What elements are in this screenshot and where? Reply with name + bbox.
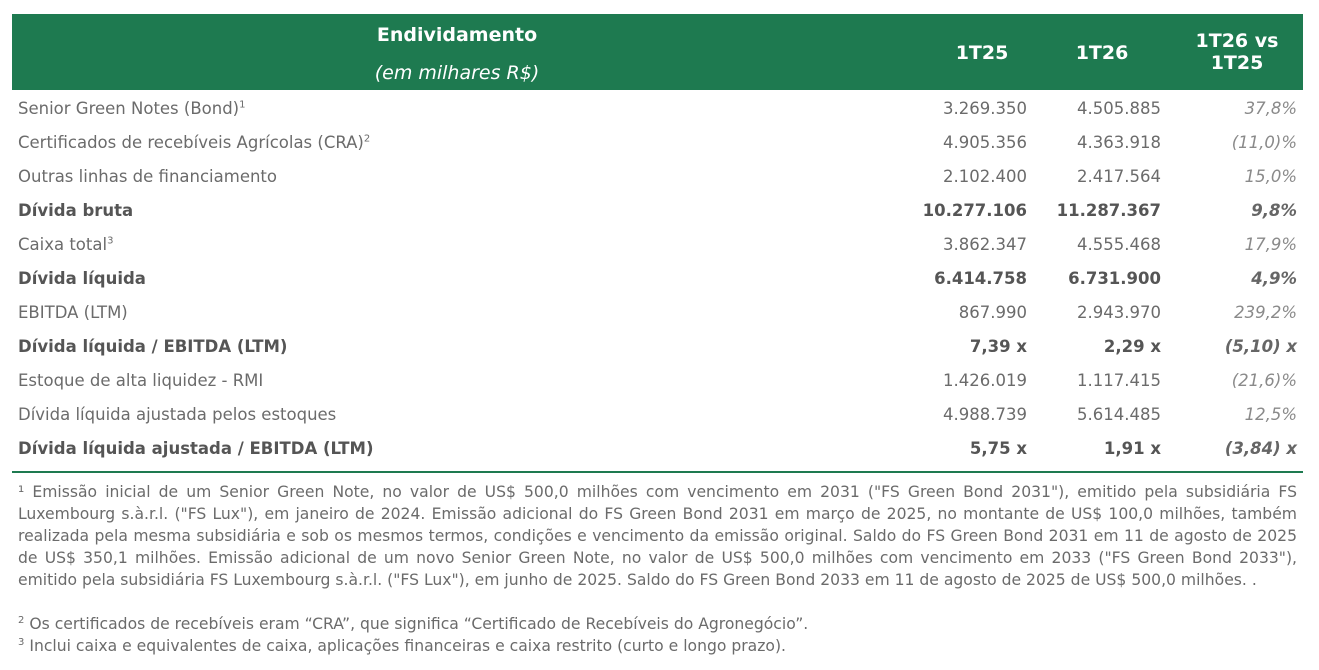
cell: 2.943.970 xyxy=(1077,303,1161,322)
cell: 37,8% xyxy=(1244,99,1297,118)
table-header: Endividamento (em milhares R$) 1T25 1T26… xyxy=(12,14,1303,90)
cell: 15,0% xyxy=(1244,167,1297,186)
row-label-text: Dívida líquida / EBITDA (LTM) xyxy=(18,337,288,356)
row-label-text: Outras linhas de financiamento xyxy=(18,167,277,186)
cell: 4,9% xyxy=(1251,269,1297,288)
footnote-ref: 1 xyxy=(239,99,246,111)
row-label: EBITDA (LTM) xyxy=(18,303,128,322)
column-header: 1T26 xyxy=(1075,42,1129,64)
cell: 4.555.468 xyxy=(1077,235,1161,254)
row-label-text: Caixa total xyxy=(18,235,108,254)
cell: 4.363.918 xyxy=(1077,133,1161,152)
cell: 5.614.485 xyxy=(1077,405,1161,424)
footnote-marker: ¹ xyxy=(18,483,25,501)
cell: (11,0)% xyxy=(1231,133,1297,152)
table-row: Dívida bruta 10.277.106 11.287.367 9,8% xyxy=(12,194,1303,228)
footnote: 3 Inclui caixa e equivalentes de caixa, … xyxy=(18,635,1297,657)
cell: 4.905.356 xyxy=(943,133,1027,152)
column-header: 1T25 xyxy=(955,42,1009,64)
row-label: Dívida bruta xyxy=(18,201,133,220)
row-label-text: EBITDA (LTM) xyxy=(18,303,128,322)
cell: 3.862.347 xyxy=(943,235,1027,254)
table-row: Estoque de alta liquidez - RMI 1.426.019 1… xyxy=(12,364,1303,398)
cell: 2,29 x xyxy=(1103,337,1161,356)
cell: 2.102.400 xyxy=(943,167,1027,186)
row-label: Dívida líquida xyxy=(18,269,146,288)
cell: 12,5% xyxy=(1244,405,1297,424)
subtitle: (em milhares R$) xyxy=(374,62,540,84)
title: Endividamento xyxy=(376,24,538,46)
table-row: Dívida líquida ajustada / EBITDA (LTM) 5,… xyxy=(12,432,1303,466)
row-label-text: Dívida bruta xyxy=(18,201,134,220)
row-label: Outras linhas de financiamento xyxy=(18,167,277,186)
footnote-marker: 2 xyxy=(18,615,25,626)
table-row: EBITDA (LTM) 867.990 2.943.970 239,2% xyxy=(12,296,1303,330)
row-label: Certificados de recebíveis Agrícolas (CR… xyxy=(18,133,370,152)
row-label-text: Estoque de alta liquidez - RMI xyxy=(18,371,264,390)
cell: 239,2% xyxy=(1234,303,1297,322)
row-label: Caixa total3 xyxy=(18,235,113,254)
footnote-text: Os certificados de recebíveis eram “CRA”… xyxy=(29,615,809,633)
footnote: 2 Os certificados de recebíveis eram “CR… xyxy=(18,613,1297,635)
cell: 1.117.415 xyxy=(1077,371,1161,390)
table-row: Dívida líquida 6.414.758 6.731.900 4,9% xyxy=(12,262,1303,296)
cell: 6.731.900 xyxy=(1068,269,1161,288)
row-label-text: Dívida líquida ajustada pelos estoques xyxy=(18,405,337,424)
row-label: Dívida líquida ajustada / EBITDA (LTM) xyxy=(18,439,374,458)
cell: 10.277.106 xyxy=(922,201,1027,220)
cell: 1.426.019 xyxy=(943,371,1027,390)
row-label-text: Certificados de recebíveis Agrícolas (CR… xyxy=(18,133,364,152)
row-label-text: Dívida líquida xyxy=(18,269,146,288)
footnote-text: Inclui caixa e equivalentes de caixa, ap… xyxy=(29,637,786,655)
cell: (21,6)% xyxy=(1231,371,1297,390)
cell: 11.287.367 xyxy=(1056,201,1161,220)
row-label-text: Senior Green Notes (Bond) xyxy=(18,99,240,118)
cell: 4.988.739 xyxy=(943,405,1027,424)
cell: 3.269.350 xyxy=(943,99,1027,118)
row-label: Dívida líquida / EBITDA (LTM) xyxy=(18,337,287,356)
cell: 6.414.758 xyxy=(934,269,1027,288)
cell: 7,39 x xyxy=(969,337,1027,356)
cell: 9,8% xyxy=(1251,201,1297,220)
cell: 5,75 x xyxy=(969,439,1027,458)
table-row: Caixa total3 3.862.347 4.555.468 17,9% xyxy=(12,228,1303,262)
bottom-rule xyxy=(12,471,1303,473)
table-row: Dívida líquida / EBITDA (LTM) 7,39 x 2,29 … xyxy=(12,330,1303,364)
table-row: Senior Green Notes (Bond)1 3.269.350 4.505… xyxy=(12,92,1303,126)
cell: 1,91 x xyxy=(1103,439,1161,458)
cell: 4.505.885 xyxy=(1077,99,1161,118)
cell: 867.990 xyxy=(958,303,1027,322)
table-row: Outras linhas de financiamento 2.102.400 2… xyxy=(12,160,1303,194)
cell: 2.417.564 xyxy=(1077,167,1161,186)
footnote-text: Emissão inicial de um Senior Green Note,… xyxy=(18,483,1297,589)
row-label-text: Dívida líquida ajustada / EBITDA (LTM) xyxy=(18,439,374,458)
footnote-marker: 3 xyxy=(18,637,25,648)
row-label: Dívida líquida ajustada pelos estoques xyxy=(18,405,336,424)
column-header: 1T26 vs 1T25 xyxy=(1195,30,1279,74)
cell: 17,9% xyxy=(1244,235,1297,254)
table-row: Certificados de recebíveis Agrícolas (CR… xyxy=(12,126,1303,160)
cell: (5,10) x xyxy=(1224,337,1297,356)
row-label: Senior Green Notes (Bond)1 xyxy=(18,99,246,118)
cell: (3,84) x xyxy=(1224,439,1297,458)
footnote-ref: 3 xyxy=(107,235,114,247)
footnote: ¹ Emissão inicial de um Senior Green Not… xyxy=(18,481,1297,591)
row-label: Estoque de alta liquidez - RMI xyxy=(18,371,263,390)
footnote-ref: 2 xyxy=(363,133,371,145)
table-row: Dívida líquida ajustada pelos estoques 4.… xyxy=(12,398,1303,432)
